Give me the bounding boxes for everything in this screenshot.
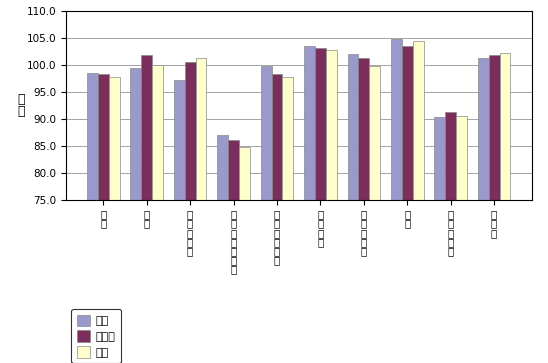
Bar: [261, 66, 271, 363]
Bar: [196, 58, 207, 363]
Bar: [304, 46, 315, 363]
Bar: [152, 65, 163, 363]
Bar: [98, 74, 109, 363]
Bar: [282, 77, 293, 363]
Bar: [109, 77, 119, 363]
Bar: [347, 54, 358, 363]
Bar: [239, 147, 250, 363]
Bar: [358, 58, 369, 363]
Bar: [185, 62, 196, 363]
Bar: [315, 48, 326, 363]
Bar: [500, 53, 510, 363]
Bar: [456, 116, 467, 363]
Bar: [445, 112, 456, 363]
Bar: [271, 74, 282, 363]
Bar: [141, 55, 152, 363]
Bar: [174, 80, 185, 363]
Y-axis label: 指
数: 指 数: [17, 93, 25, 118]
Bar: [391, 40, 402, 363]
Bar: [489, 55, 500, 363]
Bar: [217, 135, 228, 363]
Bar: [130, 68, 141, 363]
Bar: [402, 46, 413, 363]
Bar: [478, 58, 489, 363]
Bar: [435, 117, 445, 363]
Legend: 津市, 三重県, 全国: 津市, 三重県, 全国: [71, 309, 121, 363]
Bar: [369, 66, 380, 363]
Bar: [326, 50, 336, 363]
Bar: [87, 73, 98, 363]
Bar: [228, 140, 239, 363]
Bar: [413, 41, 424, 363]
